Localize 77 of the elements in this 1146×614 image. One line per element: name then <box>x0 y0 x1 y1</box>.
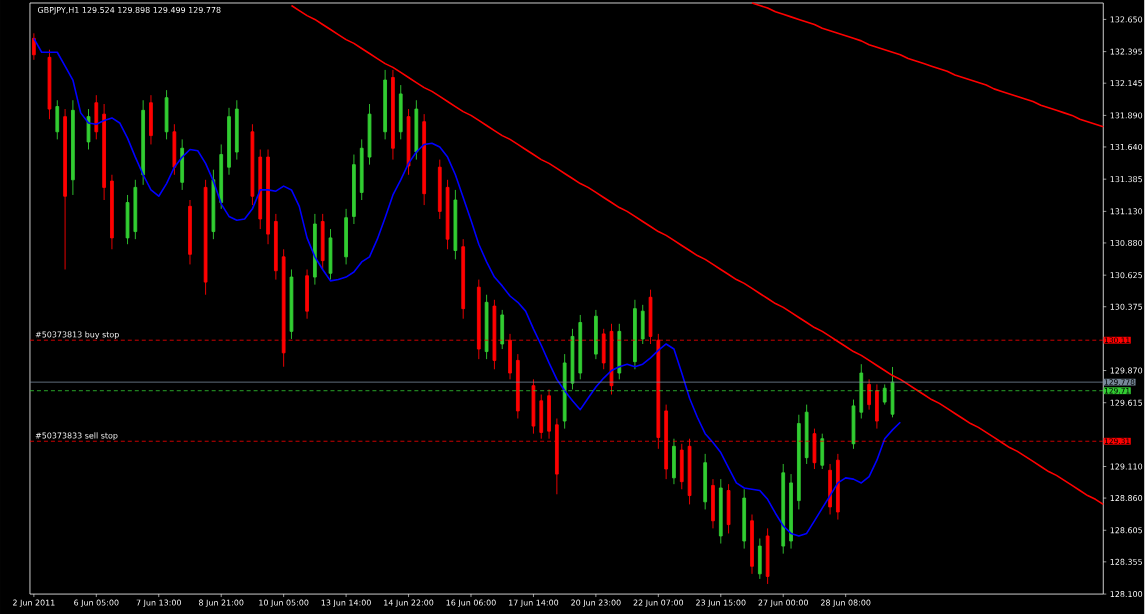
candlestick <box>383 69 387 140</box>
candlestick <box>367 103 372 166</box>
candlestick <box>203 179 208 296</box>
candlestick <box>422 113 427 206</box>
candlestick <box>453 189 458 260</box>
candlestick <box>352 154 356 225</box>
candlestick <box>406 108 411 176</box>
candlestick <box>828 463 832 515</box>
candlestick <box>227 107 231 176</box>
candlestick <box>398 84 403 140</box>
candlestick <box>125 194 130 245</box>
candlestick <box>94 94 99 140</box>
candlestick <box>515 353 520 419</box>
candlestick <box>742 488 747 550</box>
candlestick <box>110 174 114 250</box>
candlestick <box>437 159 442 220</box>
candlestick <box>211 169 216 240</box>
candlestick <box>414 99 419 161</box>
candlestick <box>328 228 333 281</box>
candlestick <box>867 378 871 411</box>
candlestick <box>711 478 715 529</box>
candlestick <box>359 138 364 201</box>
candlestick <box>539 394 544 440</box>
line-series <box>751 2 1105 128</box>
candlestick <box>765 527 770 585</box>
candlestick <box>633 299 637 370</box>
candlestick <box>305 269 309 320</box>
candlestick <box>796 414 801 510</box>
candlestick <box>71 99 75 196</box>
candlestick <box>86 108 91 150</box>
candlestick <box>531 378 536 435</box>
candlestick <box>102 103 106 201</box>
candlestick <box>484 294 489 360</box>
candlestick <box>445 179 450 250</box>
candlestick <box>640 304 645 345</box>
candlestick <box>250 123 255 206</box>
candlestick <box>617 323 622 380</box>
candlestick <box>234 99 239 161</box>
candlestick <box>289 269 294 340</box>
candlestick <box>172 123 177 176</box>
candlestick <box>578 314 583 380</box>
candlestick <box>547 388 551 440</box>
candlestick <box>149 94 153 145</box>
candlestick <box>679 443 684 490</box>
candlestick <box>313 213 317 286</box>
candlestick <box>875 383 879 430</box>
candlestick <box>320 213 325 270</box>
candlestick <box>55 99 60 140</box>
candlestick <box>141 99 145 186</box>
candlestick <box>63 108 67 270</box>
candlestick <box>461 238 466 320</box>
candlestick <box>344 208 348 265</box>
candlestick <box>266 149 270 245</box>
candlestick <box>594 309 598 360</box>
candlestick <box>851 399 856 450</box>
candlestick <box>188 199 192 265</box>
candlestick <box>180 138 185 191</box>
candlestick <box>726 483 731 534</box>
candlestick <box>273 213 278 281</box>
candlestick <box>672 438 676 485</box>
candlestick <box>133 179 138 240</box>
candlestick <box>32 32 36 61</box>
candlestick <box>781 463 786 555</box>
candlestick <box>164 89 169 140</box>
candlestick <box>219 143 224 210</box>
candlestick <box>820 433 825 470</box>
candlestick <box>757 538 762 580</box>
candlestick <box>391 69 395 161</box>
candlestick <box>258 149 263 230</box>
candlestick <box>47 49 52 120</box>
candlestick <box>718 478 723 544</box>
candlestick <box>750 514 754 575</box>
candlestick <box>789 473 793 550</box>
candlestick <box>804 404 809 465</box>
candlestick <box>836 453 840 520</box>
candlestick <box>703 453 708 510</box>
candlestick <box>500 309 505 350</box>
